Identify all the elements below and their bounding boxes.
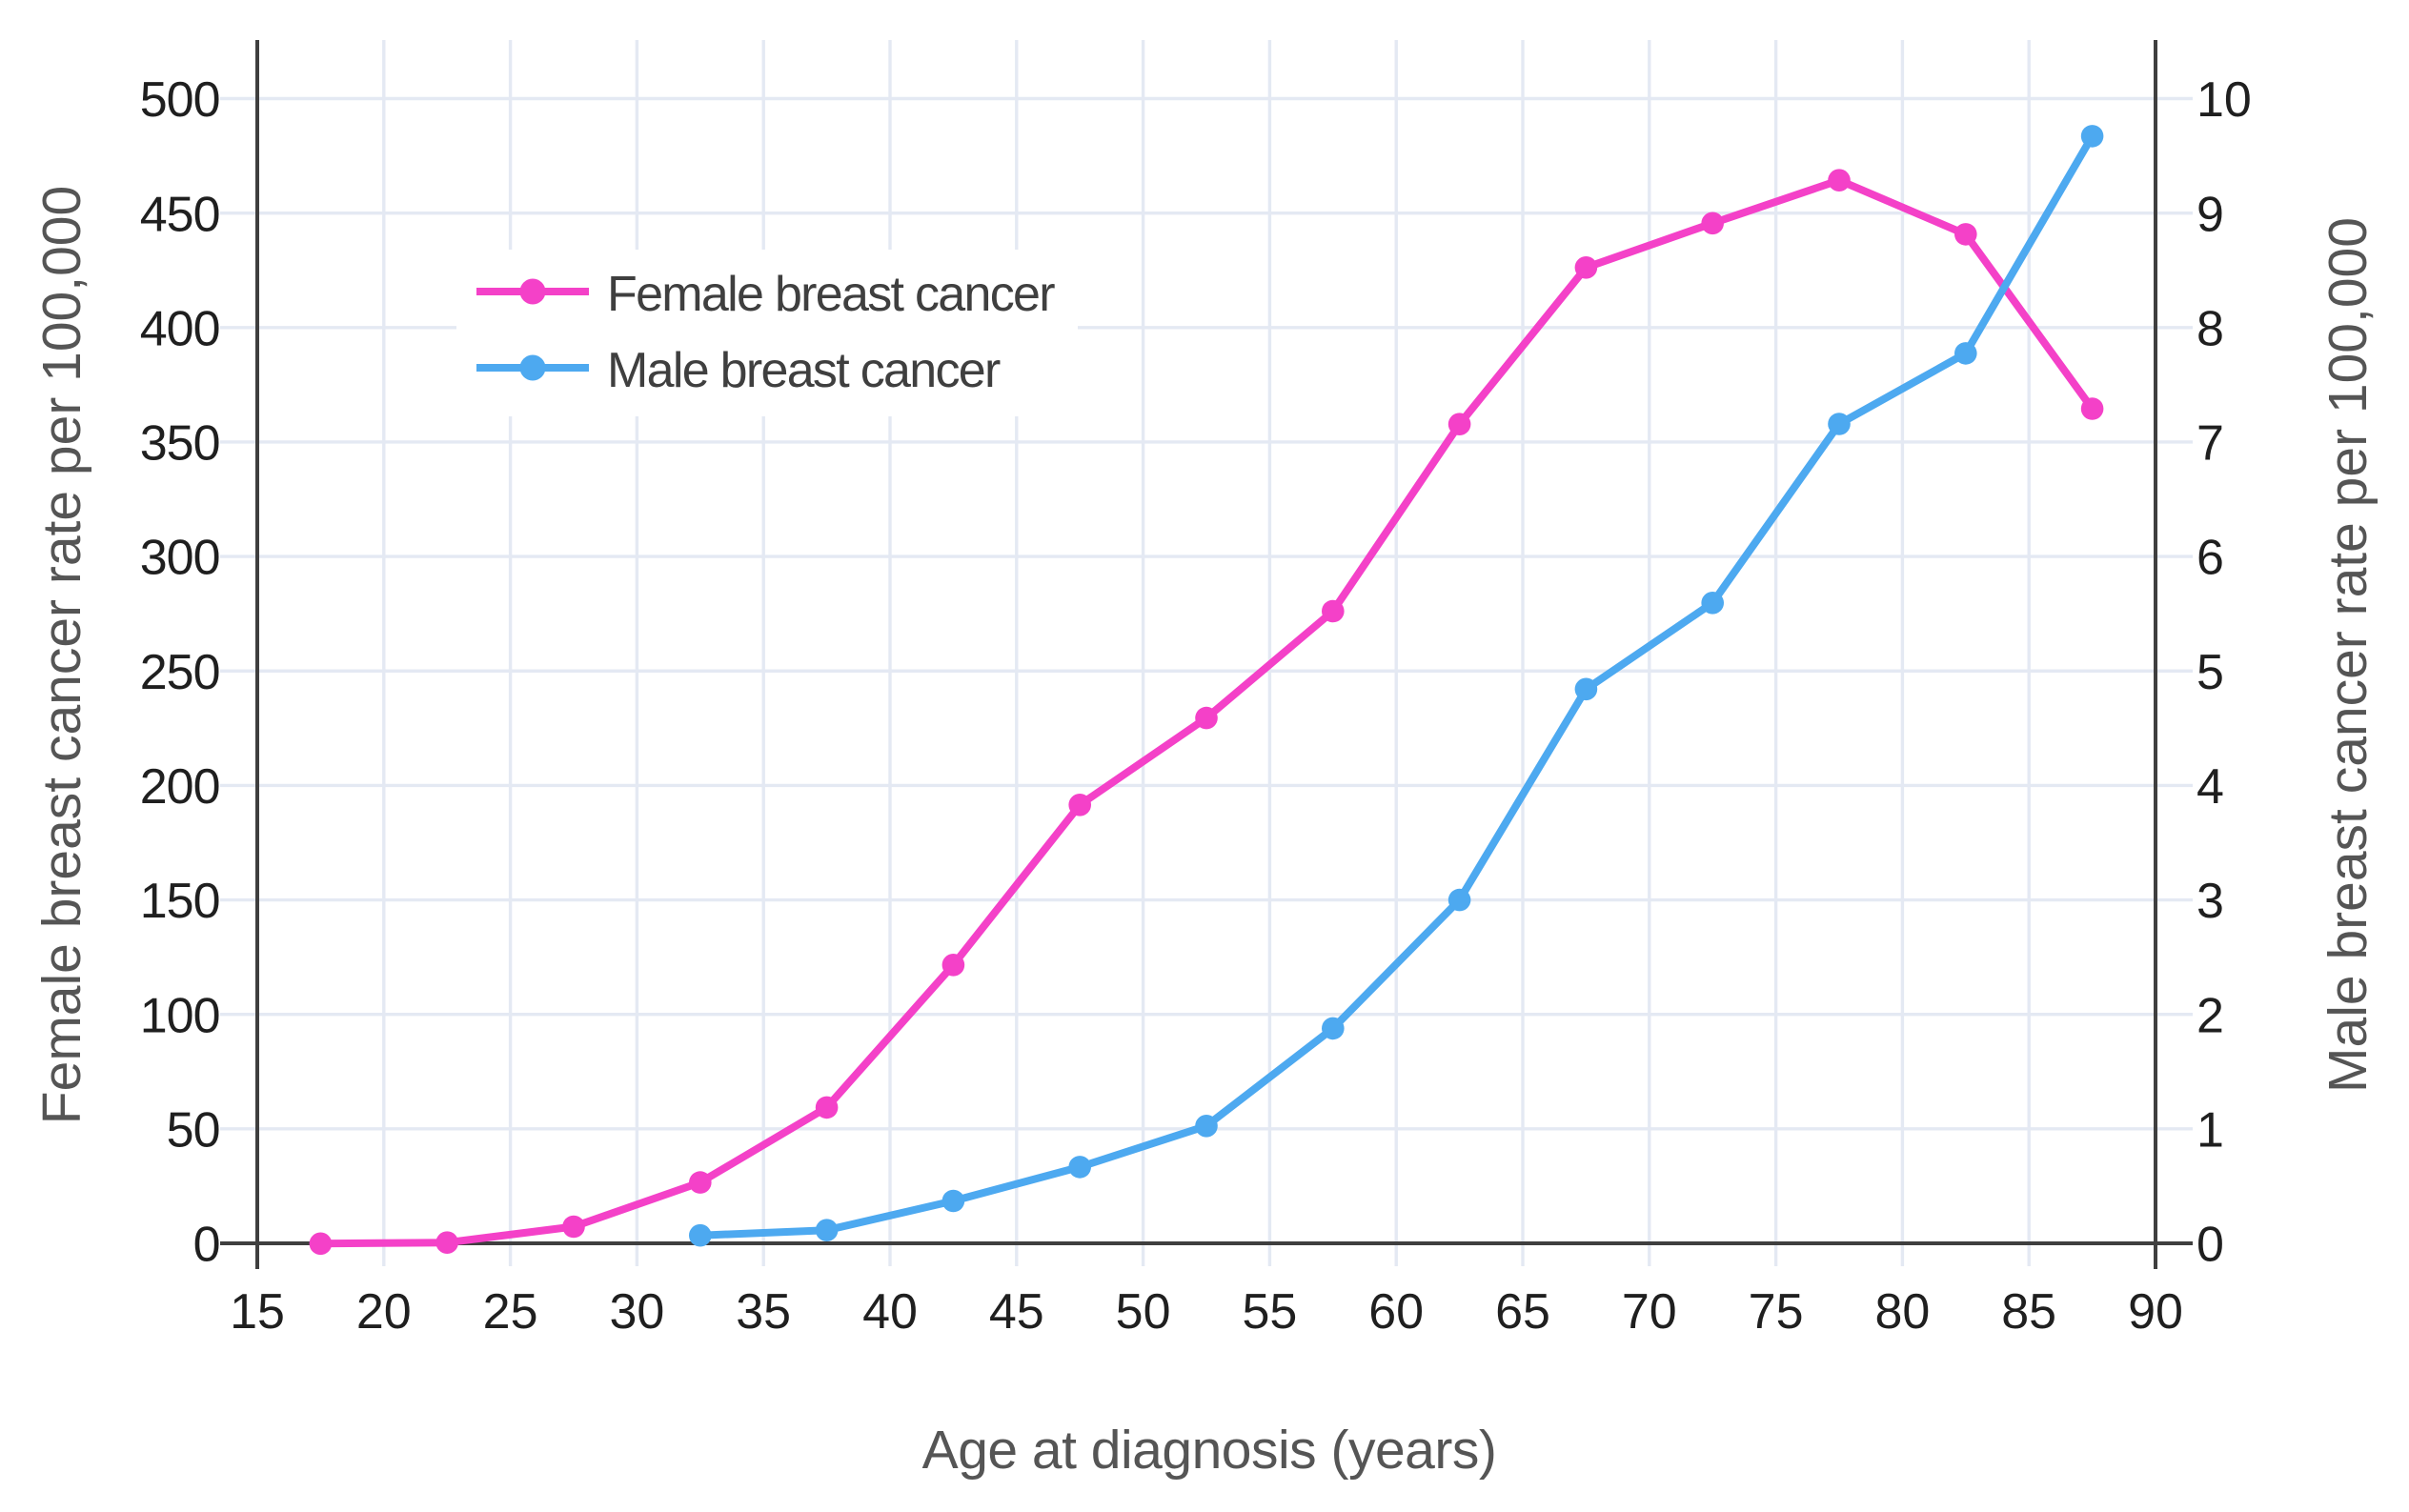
svg-text:10: 10 <box>2196 72 2252 128</box>
svg-text:7: 7 <box>2196 416 2224 472</box>
svg-text:55: 55 <box>1242 1284 1297 1340</box>
svg-text:50: 50 <box>167 1102 220 1158</box>
svg-text:Female breast cancer rate per: Female breast cancer rate per 100,000 <box>31 186 92 1124</box>
svg-text:400: 400 <box>140 301 220 356</box>
svg-text:80: 80 <box>1874 1284 1930 1340</box>
svg-text:500: 500 <box>140 72 220 128</box>
svg-text:90: 90 <box>2128 1284 2183 1340</box>
svg-text:65: 65 <box>1495 1284 1550 1340</box>
svg-text:20: 20 <box>356 1284 412 1340</box>
svg-text:45: 45 <box>989 1284 1044 1340</box>
svg-text:8: 8 <box>2196 301 2224 356</box>
svg-text:9: 9 <box>2196 187 2224 242</box>
svg-text:2: 2 <box>2196 988 2224 1043</box>
svg-text:30: 30 <box>609 1284 664 1340</box>
svg-text:0: 0 <box>193 1218 220 1273</box>
svg-text:0: 0 <box>2196 1218 2224 1273</box>
svg-text:Male breast cancer: Male breast cancer <box>607 343 1001 398</box>
svg-text:25: 25 <box>483 1284 538 1340</box>
svg-text:85: 85 <box>2001 1284 2056 1340</box>
svg-text:1: 1 <box>2196 1102 2224 1158</box>
svg-text:70: 70 <box>1622 1284 1677 1340</box>
svg-text:35: 35 <box>736 1284 791 1340</box>
svg-text:100: 100 <box>140 988 220 1043</box>
svg-text:350: 350 <box>140 416 220 472</box>
svg-text:3: 3 <box>2196 874 2224 929</box>
svg-text:15: 15 <box>230 1284 285 1340</box>
svg-text:50: 50 <box>1116 1284 1171 1340</box>
svg-text:4: 4 <box>2196 759 2224 815</box>
svg-text:Age at diagnosis (years): Age at diagnosis (years) <box>922 1420 1497 1481</box>
svg-text:75: 75 <box>1749 1284 1804 1340</box>
svg-text:6: 6 <box>2196 531 2224 586</box>
svg-text:Female breast cancer: Female breast cancer <box>607 267 1055 322</box>
svg-text:200: 200 <box>140 759 220 815</box>
svg-text:250: 250 <box>140 645 220 700</box>
svg-text:150: 150 <box>140 874 220 929</box>
svg-text:5: 5 <box>2196 645 2224 700</box>
svg-text:60: 60 <box>1368 1284 1424 1340</box>
svg-text:Male breast cancer rate per 10: Male breast cancer rate per 100,000 <box>2318 217 2379 1093</box>
svg-text:40: 40 <box>862 1284 918 1340</box>
svg-text:450: 450 <box>140 187 220 242</box>
svg-text:300: 300 <box>140 531 220 586</box>
